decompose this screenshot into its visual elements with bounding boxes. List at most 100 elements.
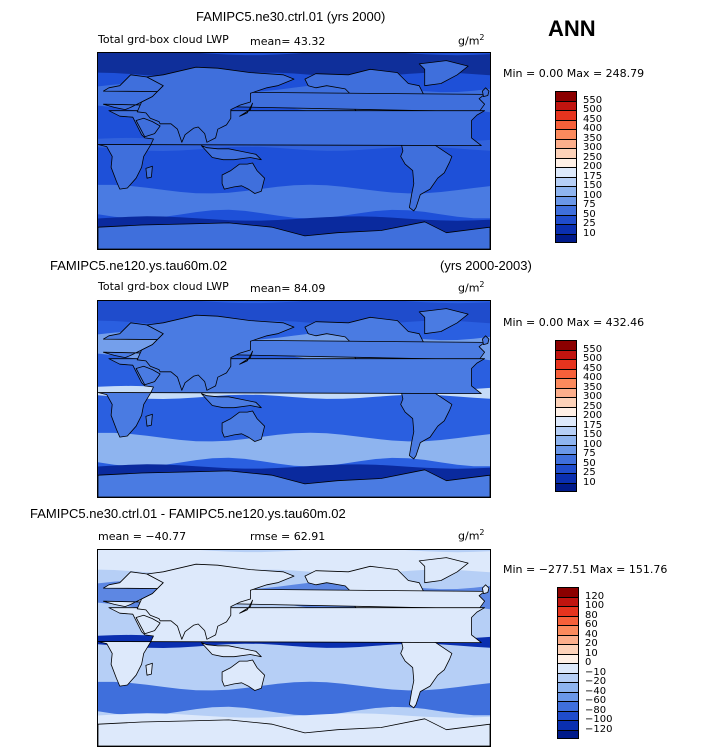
colorbar-label: 200 xyxy=(583,161,603,172)
coastline-uk xyxy=(481,87,490,97)
colorbar-label: 350 xyxy=(583,132,603,144)
colorbar-swatch xyxy=(555,473,577,483)
panel-1-map xyxy=(97,52,491,250)
colorbar-swatch xyxy=(555,110,577,120)
panel-2-units: g/m2 xyxy=(458,280,485,295)
colorbar-swatch xyxy=(557,682,579,692)
colorbar-label: 150 xyxy=(583,429,603,440)
colorbar-label: 300 xyxy=(583,391,603,402)
panel-2-colorbar: 550 500 450 400 350 300 250 200 175 150 100 75 50 25 1… xyxy=(555,340,635,493)
colorbar-swatch xyxy=(557,634,579,644)
colorbar-swatch xyxy=(557,672,579,682)
colorbar-label: 10 xyxy=(585,647,598,659)
colorbar-swatch xyxy=(555,138,577,148)
panel-3-colorbar: 120 100 80 60 40 20 10 0 −10 −20 −40 −60 −80 −100 −120 xyxy=(557,587,637,740)
panel-2-mean: mean= 84.09 xyxy=(250,282,326,295)
panel-2-minmax: Min = 0.00 Max = 432.46 xyxy=(503,316,645,329)
colorbar-swatch xyxy=(555,157,577,167)
panel-2-years: (yrs 2000-2003) xyxy=(440,258,532,273)
colorbar-swatch xyxy=(555,186,577,196)
coastline-south-america xyxy=(400,634,453,709)
coastline-africa xyxy=(98,607,486,687)
coastline-south-america xyxy=(400,137,453,212)
colorbar-swatch xyxy=(555,214,577,224)
colorbar-label: 250 xyxy=(583,151,603,163)
colorbar-label: 500 xyxy=(583,104,603,115)
coastline-madagascar xyxy=(145,413,153,427)
coastline-australia xyxy=(221,410,266,442)
coastline-africa xyxy=(98,358,486,438)
colorbar-label: 100 xyxy=(583,438,603,450)
colorbar-swatch xyxy=(555,167,577,177)
colorbar-label: 20 xyxy=(585,638,598,649)
panel-1-variable: Total grd-box cloud LWP xyxy=(98,33,229,46)
colorbar-label: 25 xyxy=(583,467,596,478)
colorbar-swatch xyxy=(557,615,579,625)
colorbar-swatch xyxy=(555,444,577,454)
panel-1-map-svg xyxy=(98,53,490,249)
colorbar-swatch xyxy=(557,663,579,673)
colorbar-label: 0 xyxy=(585,657,592,668)
coastline-indonesia xyxy=(201,393,262,409)
colorbar-label: 175 xyxy=(583,419,603,431)
colorbar-swatch xyxy=(555,340,577,350)
colorbar-swatch xyxy=(557,606,579,616)
colorbar-label: 400 xyxy=(583,372,603,383)
colorbar-label: 10 xyxy=(583,227,596,239)
colorbar-swatch xyxy=(557,701,579,711)
coastline-antarctica xyxy=(98,221,490,249)
colorbar-label: 75 xyxy=(583,448,596,459)
coastline-australia xyxy=(221,659,266,691)
colorbar-swatch xyxy=(555,454,577,464)
colorbar-swatch xyxy=(555,416,577,426)
colorbar-swatch xyxy=(555,368,577,378)
colorbar-swatch xyxy=(557,587,579,597)
colorbar-label: 100 xyxy=(585,600,605,611)
coastline-arabia xyxy=(135,365,161,386)
colorbar-label: 150 xyxy=(583,180,603,191)
panel-1-case-title: FAMIPC5.ne30.ctrl.01 (yrs 2000) xyxy=(196,9,386,24)
colorbar-swatch xyxy=(555,205,577,215)
colorbar-swatch xyxy=(555,129,577,139)
coastline-greenland xyxy=(418,60,469,87)
panel-1-mean: mean= 43.32 xyxy=(250,35,326,48)
colorbar-swatch xyxy=(555,463,577,473)
panel-1-minmax: Min = 0.00 Max = 248.79 xyxy=(503,67,645,80)
colorbar-swatch xyxy=(555,349,577,359)
panel-3-map xyxy=(97,549,491,747)
colorbar-swatch xyxy=(555,435,577,445)
colorbar-label: 60 xyxy=(585,619,598,630)
colorbar-label: −20 xyxy=(585,676,607,687)
colorbar-label: 50 xyxy=(583,208,596,220)
panel-2-case-title: FAMIPC5.ne120.ys.tau60m.02 xyxy=(50,258,228,273)
panel-1-colorbar: 550 500 450 400 350 300 250 200 175 150 100 75 50 25 1… xyxy=(555,91,635,244)
coastline-japan xyxy=(239,102,254,117)
colorbar-label: −80 xyxy=(585,704,607,716)
colorbar-label: 550 xyxy=(583,343,603,355)
coastline-south-america xyxy=(400,385,453,460)
coastline-asia xyxy=(136,314,295,391)
colorbar-swatch xyxy=(555,119,577,129)
panel-1-units: g/m2 xyxy=(458,33,485,48)
southern-storm-track xyxy=(98,184,490,219)
coastline-indonesia xyxy=(201,145,262,161)
coastline-arabia xyxy=(135,614,161,635)
coastline-arabia xyxy=(135,117,161,138)
colorbar-swatch xyxy=(555,397,577,407)
colorbar-label: 350 xyxy=(583,381,603,393)
colorbar-label: 100 xyxy=(583,189,603,201)
colorbar-label: −40 xyxy=(585,685,607,697)
southern-storm-track xyxy=(98,681,490,716)
colorbar-swatch xyxy=(555,195,577,205)
coastline-uk xyxy=(481,335,490,345)
coastline-indonesia xyxy=(201,642,262,658)
colorbar-label: 25 xyxy=(583,218,596,229)
colorbar-swatch xyxy=(555,425,577,435)
coastline-madagascar xyxy=(145,662,153,676)
colorbar-label: 120 xyxy=(585,590,605,602)
coastline-antarctica xyxy=(98,469,490,497)
colorbar-swatch xyxy=(555,482,577,492)
colorbar-swatch xyxy=(555,176,577,186)
colorbar-label: −60 xyxy=(585,695,607,706)
colorbar-label: 175 xyxy=(583,170,603,182)
